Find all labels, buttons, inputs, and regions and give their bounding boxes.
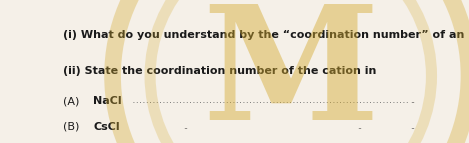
Text: ..: .. bbox=[357, 122, 363, 131]
Text: ..: .. bbox=[410, 122, 416, 131]
Text: (A): (A) bbox=[63, 96, 79, 106]
Text: (i) What do you understand by the “coordination number” of an ion in a crystal s: (i) What do you understand by the “coord… bbox=[63, 30, 469, 40]
Text: CsCl: CsCl bbox=[93, 122, 120, 132]
Text: (ii) State the coordination number of the cation in: (ii) State the coordination number of th… bbox=[63, 66, 376, 76]
Text: ..: .. bbox=[183, 122, 188, 131]
Text: NaCl: NaCl bbox=[93, 96, 122, 106]
Text: (B): (B) bbox=[63, 122, 79, 132]
Text: ..: .. bbox=[410, 96, 416, 105]
Text: M: M bbox=[202, 0, 379, 143]
